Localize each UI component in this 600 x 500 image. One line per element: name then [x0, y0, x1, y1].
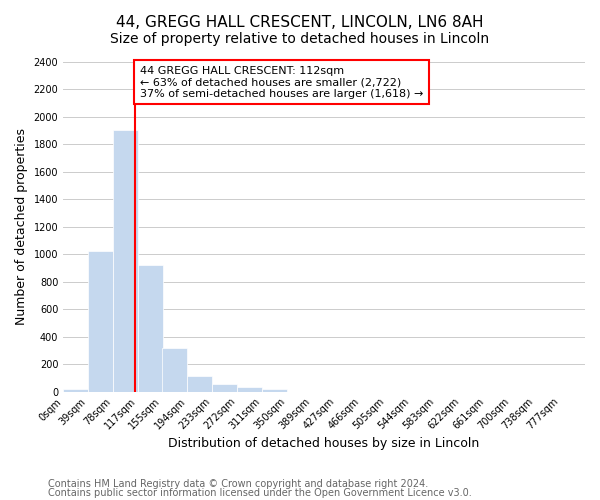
Bar — [237, 387, 262, 392]
Bar — [212, 384, 237, 392]
Bar — [88, 252, 113, 392]
Y-axis label: Number of detached properties: Number of detached properties — [15, 128, 28, 325]
Text: Contains HM Land Registry data © Crown copyright and database right 2024.: Contains HM Land Registry data © Crown c… — [48, 479, 428, 489]
Bar — [63, 389, 88, 392]
Bar — [113, 130, 138, 392]
Text: Size of property relative to detached houses in Lincoln: Size of property relative to detached ho… — [110, 32, 490, 46]
Text: 44, GREGG HALL CRESCENT, LINCOLN, LN6 8AH: 44, GREGG HALL CRESCENT, LINCOLN, LN6 8A… — [116, 15, 484, 30]
X-axis label: Distribution of detached houses by size in Lincoln: Distribution of detached houses by size … — [169, 437, 480, 450]
Bar — [262, 389, 287, 392]
Bar — [187, 376, 212, 392]
Text: Contains public sector information licensed under the Open Government Licence v3: Contains public sector information licen… — [48, 488, 472, 498]
Bar — [138, 265, 163, 392]
Text: 44 GREGG HALL CRESCENT: 112sqm
← 63% of detached houses are smaller (2,722)
37% : 44 GREGG HALL CRESCENT: 112sqm ← 63% of … — [140, 66, 423, 99]
Bar — [162, 348, 187, 392]
